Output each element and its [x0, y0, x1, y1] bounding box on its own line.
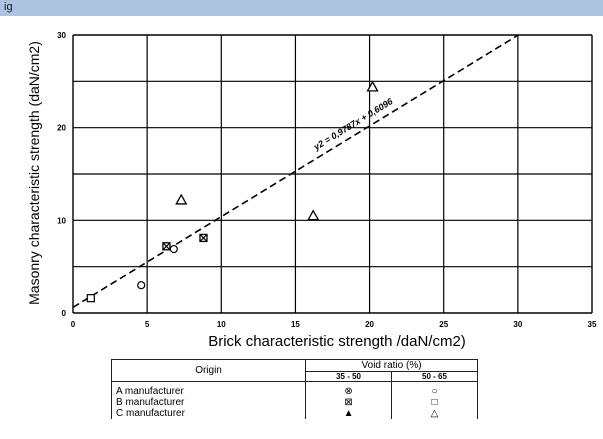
y-tick-label: 10	[57, 216, 66, 225]
marker-cross	[162, 242, 171, 251]
trendline-group	[72, 34, 519, 309]
x-tick-label: 25	[439, 320, 448, 329]
x-tick-label: 35	[588, 320, 597, 329]
header-bar: ig	[0, 0, 603, 16]
x-axis-label: Brick characteristic strength /daN/cm2)	[208, 333, 466, 350]
data-point-triangle	[175, 193, 188, 205]
x-tick-label: 10	[217, 320, 226, 329]
x-tick-label: 15	[291, 320, 300, 329]
void-col-2: 50 - 65	[391, 371, 478, 382]
origin-header: Origin	[110, 359, 307, 382]
row-b-symbol-1: ⊠	[305, 397, 393, 408]
x-tick-label: 20	[365, 320, 374, 329]
data-point-circle	[137, 281, 146, 290]
legend-table: Origin Void ratio (%) 35 - 50 50 - 65 A …	[110, 359, 478, 419]
x-tick-label: 0	[71, 320, 76, 329]
row-c-label: C manufacturer	[110, 408, 307, 419]
row-b-symbol-2: □	[391, 397, 478, 408]
header-text: ig	[4, 1, 13, 13]
tick-labels: 0 5 10 15 20 25 30 35 0 10 20 30	[57, 31, 597, 329]
row-c-symbol-2: △	[391, 408, 478, 419]
y-axis-label: Masonry characteristic strength (daN/cm2…	[26, 41, 42, 305]
y-tick-label: 30	[57, 31, 66, 40]
data-point-square-x	[199, 233, 208, 243]
data-point-triangle	[366, 80, 379, 92]
data-point-square	[86, 294, 95, 303]
y-tick-label: 20	[57, 124, 66, 133]
row-a-symbol-1: ⊗	[305, 381, 393, 397]
x-tick-label: 5	[145, 320, 150, 329]
equation-label: y2 = 0,9787x + 0,6096	[311, 96, 395, 153]
row-c-symbol-1: ▲	[305, 408, 393, 419]
row-a-label: A manufacturer	[110, 381, 307, 397]
grid-lines	[72, 34, 593, 314]
scatter-chart: 0 5 10 15 20 25 30 35 0 10 20 30 Brick characterist…	[26, 31, 597, 350]
x-tick-label: 30	[513, 320, 522, 329]
row-b-label: B manufacturer	[110, 397, 307, 408]
data-point-square-x	[162, 242, 171, 251]
data-point-circle	[169, 244, 178, 254]
trendline	[72, 34, 519, 309]
data-point-triangle	[307, 209, 320, 221]
marker-cross	[199, 234, 208, 242]
row-a-symbol-2: ○	[391, 381, 478, 397]
void-col-1: 35 - 50	[305, 371, 393, 382]
data-points	[86, 80, 379, 303]
void-ratio-header: Void ratio (%)	[305, 359, 478, 372]
y-tick-label: 0	[62, 309, 67, 318]
